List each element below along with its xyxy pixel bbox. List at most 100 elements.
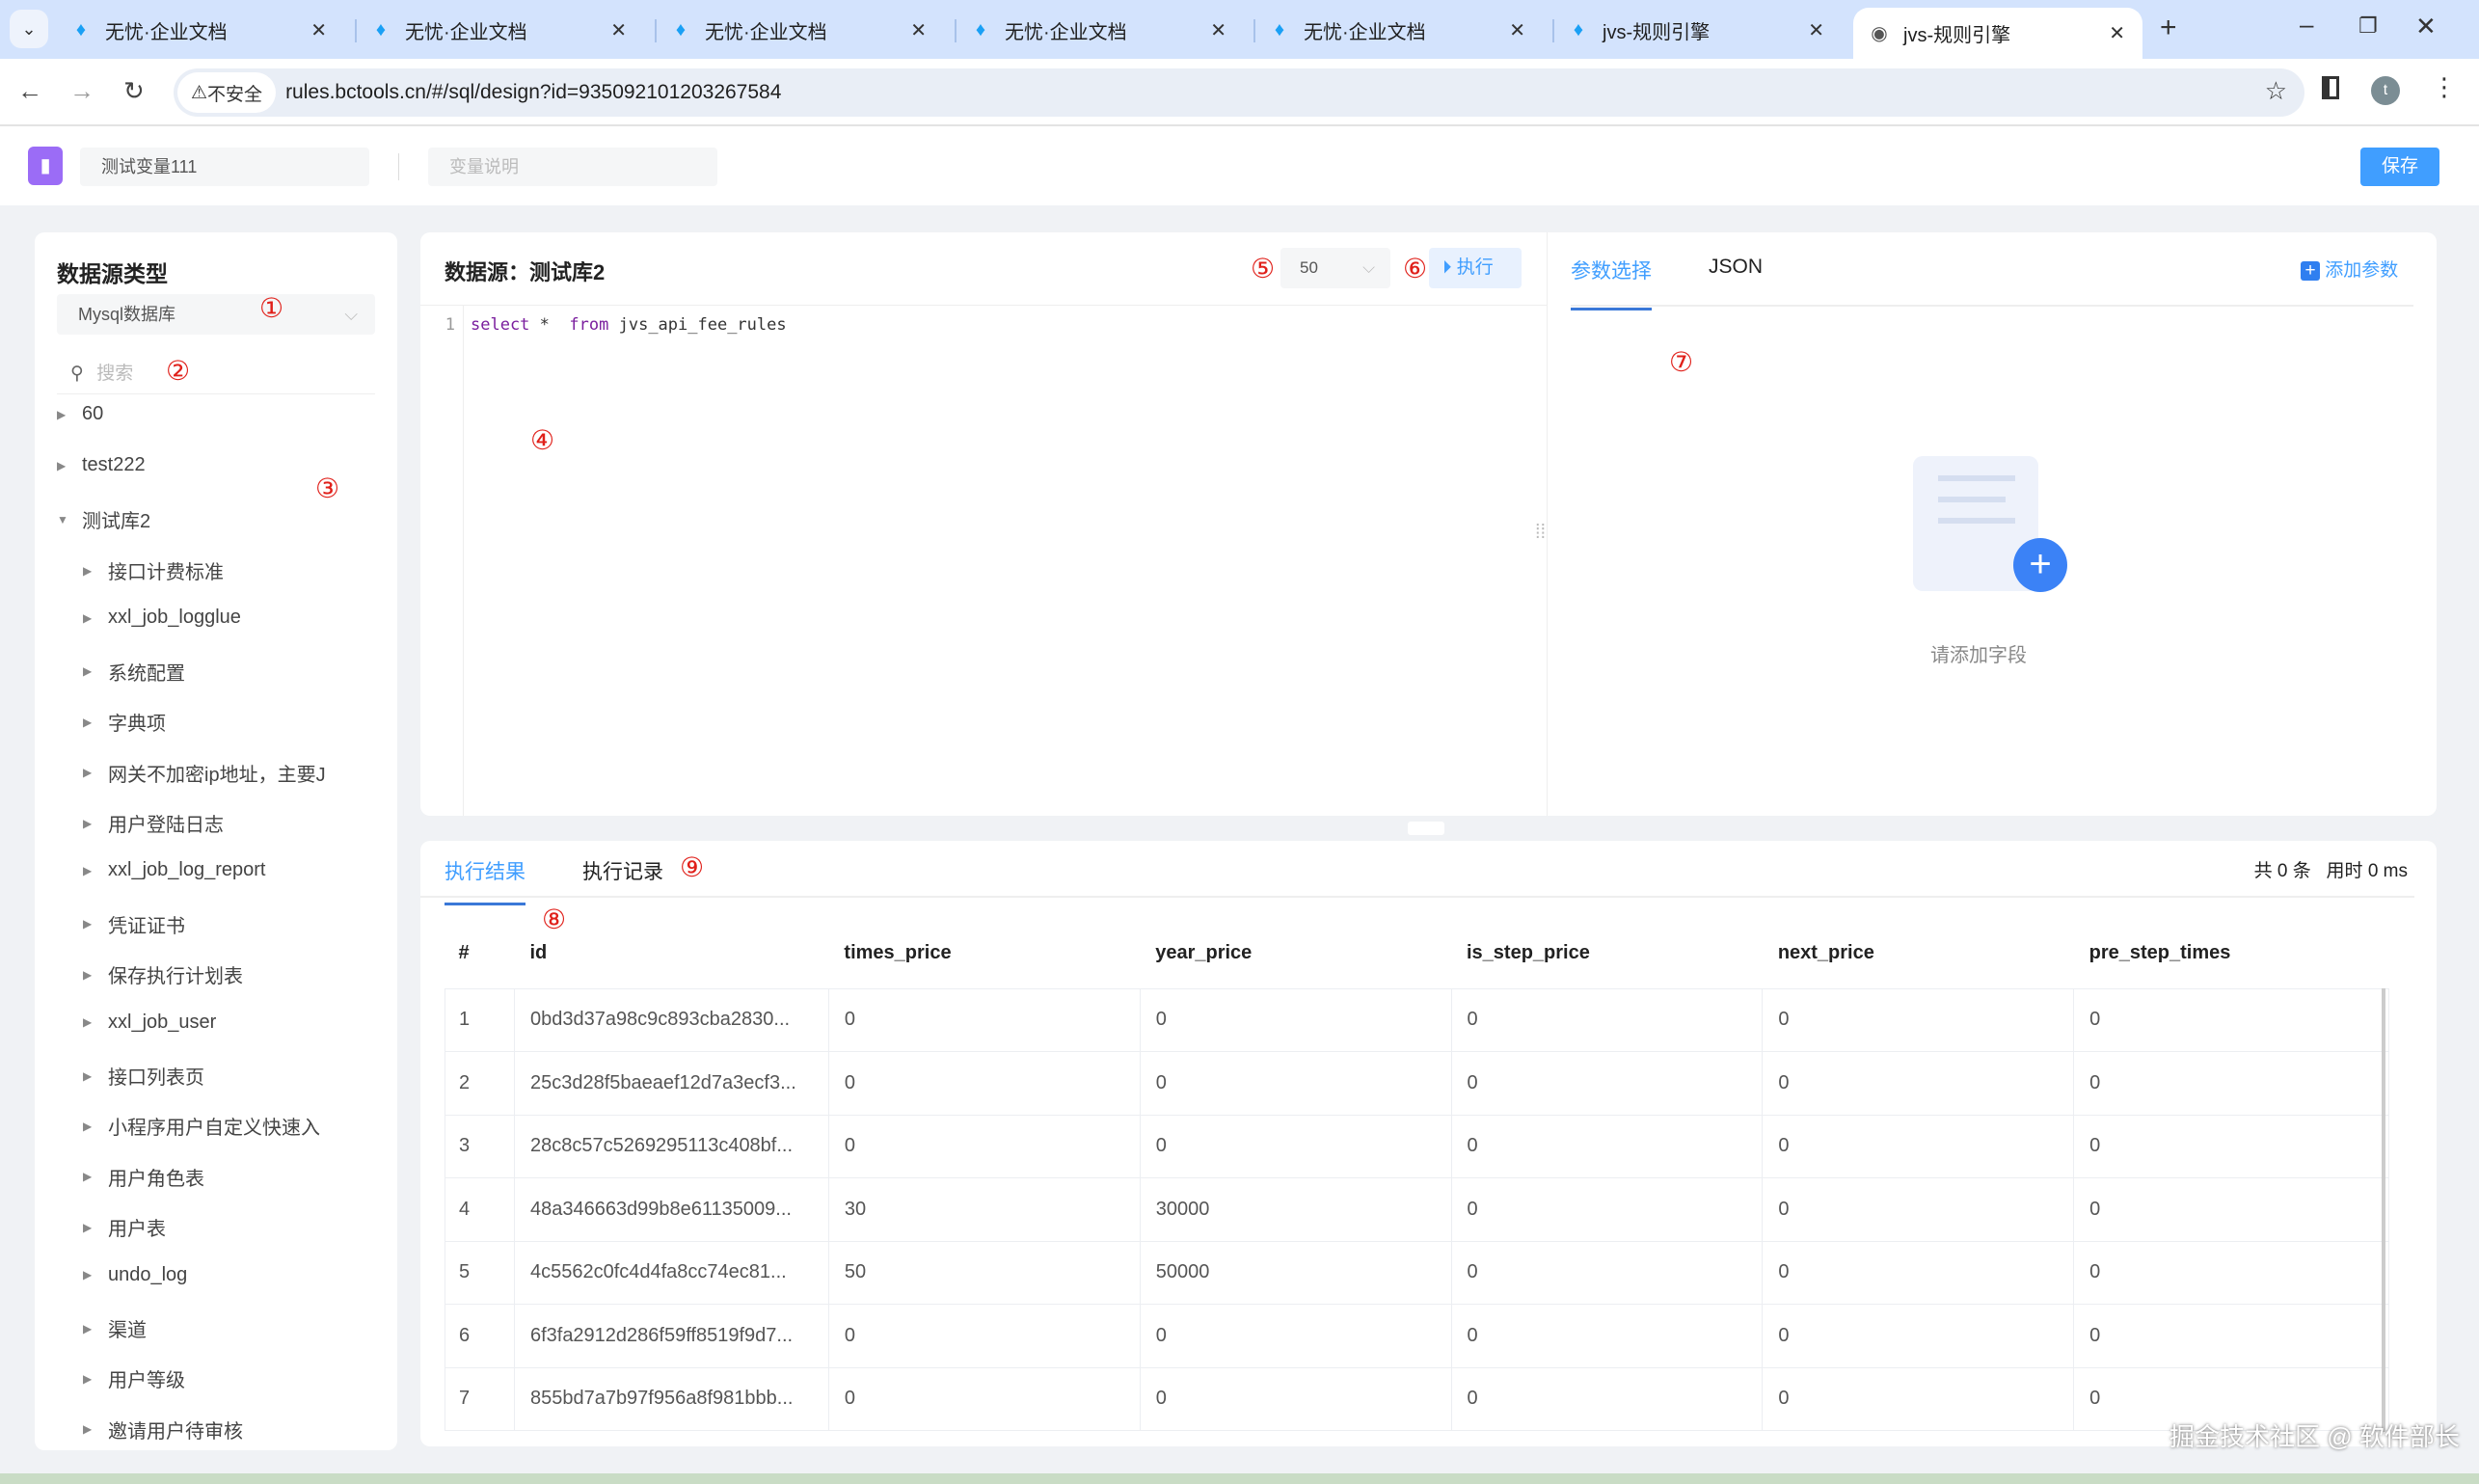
- tree-search-input[interactable]: ⚲ 搜索: [57, 354, 375, 394]
- tree-node[interactable]: ▶ test222: [57, 454, 146, 476]
- caret-right-icon[interactable]: ▶: [57, 407, 67, 421]
- table-row[interactable]: 4 48a346663d99b8e61135009... 30 30000 0 0 0: [445, 1177, 2389, 1242]
- tree-table-node[interactable]: ▶ xxl_job_user: [83, 1012, 372, 1034]
- back-icon[interactable]: ←: [17, 76, 42, 105]
- tree-table-node[interactable]: ▶ 保存执行计划表: [83, 960, 372, 988]
- browser-tab[interactable]: ♦ 无忧·企业文档 ✕: [355, 8, 644, 52]
- tree-table-node[interactable]: ▶ 网关不加密ip地址，主要J: [83, 759, 372, 787]
- code-editor[interactable]: 1 select * from jvs_api_fee_rules: [420, 306, 1547, 816]
- caret-right-icon[interactable]: ▶: [83, 967, 93, 982]
- browser-tab[interactable]: ♦ 无忧·企业文档 ✕: [955, 8, 1244, 52]
- tree-table-node[interactable]: ▶ 用户角色表: [83, 1163, 372, 1191]
- caret-right-icon[interactable]: ▶: [83, 1170, 93, 1184]
- variable-description-input[interactable]: 变量说明: [428, 148, 717, 186]
- caret-right-icon[interactable]: ▶: [83, 1321, 93, 1336]
- profile-avatar[interactable]: t: [2371, 76, 2400, 105]
- tree-table-node[interactable]: ▶ 用户表: [83, 1213, 372, 1241]
- resize-handle[interactable]: ⁞⁞: [1535, 522, 1547, 543]
- close-tab-icon[interactable]: ✕: [1808, 19, 1824, 41]
- tree-node[interactable]: ▶ 60: [57, 403, 103, 425]
- close-tab-icon[interactable]: ✕: [910, 19, 927, 41]
- caret-right-icon[interactable]: ▶: [83, 1371, 93, 1386]
- caret-right-icon[interactable]: ▶: [83, 1268, 93, 1282]
- row-limit-select[interactable]: 50 ⌵: [1280, 248, 1390, 288]
- tree-table-node[interactable]: ▶ 用户等级: [83, 1364, 372, 1392]
- column-header-index[interactable]: #: [445, 919, 515, 989]
- result-tab-history[interactable]: 执行记录: [582, 861, 663, 883]
- tree-table-node[interactable]: ▶ 接口列表页: [83, 1062, 372, 1090]
- column-header-next_price[interactable]: next_price: [1762, 919, 2074, 989]
- browser-tab[interactable]: ♦ 无忧·企业文档 ✕: [55, 8, 344, 52]
- caret-right-icon[interactable]: ▶: [83, 1422, 93, 1437]
- caret-down-icon[interactable]: ▼: [57, 512, 68, 526]
- forward-icon[interactable]: →: [69, 76, 94, 105]
- column-header-year_price[interactable]: year_price: [1140, 919, 1451, 989]
- column-header-is_step_price[interactable]: is_step_price: [1451, 919, 1763, 989]
- browser-tab[interactable]: ◉ jvs-规则引擎 ✕: [1853, 8, 2142, 59]
- new-tab-button[interactable]: +: [2160, 12, 2177, 43]
- close-tab-icon[interactable]: ✕: [2109, 23, 2125, 44]
- url-bar[interactable]: ⚠ 不安全 rules.bctools.cn/#/sql/design?id=93…: [174, 68, 2304, 117]
- reload-icon[interactable]: ↻: [123, 76, 145, 105]
- run-button[interactable]: ⏵ 执行: [1429, 248, 1522, 288]
- datasource-type-select[interactable]: Mysql数据库 ⌵: [57, 294, 375, 335]
- column-header-times_price[interactable]: times_price: [828, 919, 1141, 989]
- param-tab-select[interactable]: 参数选择: [1571, 256, 1652, 310]
- caret-right-icon[interactable]: ▶: [83, 715, 93, 729]
- caret-right-icon[interactable]: ▶: [83, 664, 93, 679]
- caret-right-icon[interactable]: ▶: [83, 766, 93, 780]
- column-header-pre_step_times[interactable]: pre_step_times: [2073, 919, 2389, 989]
- tree-table-node[interactable]: ▶ undo_log: [83, 1264, 372, 1286]
- caret-right-icon[interactable]: ▶: [83, 816, 93, 830]
- browser-tab[interactable]: ♦ jvs-规则引擎 ✕: [1552, 8, 1842, 52]
- tree-table-node[interactable]: ▶ xxl_job_log_report: [83, 859, 372, 881]
- tree-table-node[interactable]: ▶ 渠道: [83, 1314, 372, 1342]
- param-tab-json[interactable]: JSON: [1709, 256, 1764, 278]
- tree-table-node[interactable]: ▶ 系统配置: [83, 658, 372, 686]
- table-row[interactable]: 2 25c3d28f5baeaef12d7a3ecf3... 0 0 0 0 0: [445, 1051, 2389, 1116]
- caret-right-icon[interactable]: ▶: [83, 1119, 93, 1133]
- tab-search-button[interactable]: ⌄: [10, 10, 48, 48]
- tree-table-node[interactable]: ▶ 用户登陆日志: [83, 809, 372, 837]
- tree-table-node[interactable]: ▶ 凭证证书: [83, 910, 372, 938]
- minimize-button[interactable]: –: [2300, 10, 2314, 39]
- table-row[interactable]: 1 0bd3d37a98c9c893cba2830... 0 0 0 0 0: [445, 987, 2389, 1052]
- tree-table-node[interactable]: ▶ 字典项: [83, 708, 372, 736]
- maximize-button[interactable]: ❐: [2358, 13, 2378, 38]
- side-panel-icon[interactable]: [2322, 76, 2339, 99]
- variable-name-input[interactable]: 测试变量111: [80, 148, 369, 186]
- caret-right-icon[interactable]: ▶: [83, 1015, 93, 1030]
- caret-right-icon[interactable]: ▶: [83, 1220, 93, 1234]
- column-header-id[interactable]: id: [514, 919, 829, 989]
- browser-tab[interactable]: ♦ 无忧·企业文档 ✕: [1253, 8, 1543, 52]
- table-row[interactable]: 6 6f3fa2912d286f59ff8519f9d7... 0 0 0 0 0: [445, 1304, 2389, 1368]
- caret-right-icon[interactable]: ▶: [83, 563, 93, 578]
- tree-table-node[interactable]: ▶ 小程序用户自定义快速入: [83, 1112, 372, 1140]
- table-row[interactable]: 7 855bd7a7b97f956a8f981bbb... 0 0 0 0 0: [445, 1366, 2389, 1431]
- caret-right-icon[interactable]: ▶: [57, 458, 67, 472]
- close-tab-icon[interactable]: ✕: [1210, 19, 1226, 41]
- tree-table-node[interactable]: ▶ 邀请用户待审核: [83, 1416, 372, 1444]
- vertical-resize-handle[interactable]: [1408, 822, 1444, 835]
- caret-right-icon[interactable]: ▶: [83, 1068, 93, 1083]
- close-tab-icon[interactable]: ✕: [1509, 19, 1525, 41]
- close-tab-icon[interactable]: ✕: [610, 19, 627, 41]
- bookmark-star-icon[interactable]: ☆: [2264, 76, 2287, 105]
- table-row[interactable]: 5 4c5562c0fc4d4fa8cc74ec81... 50 50000 0 0 0: [445, 1240, 2389, 1305]
- menu-kebab-icon[interactable]: ⋮: [2432, 72, 2457, 101]
- table-scrollbar[interactable]: [2382, 988, 2385, 1432]
- security-indicator[interactable]: ⚠ 不安全: [177, 72, 277, 113]
- tree-table-node[interactable]: ▶ 接口计费标准: [83, 556, 372, 584]
- browser-tab[interactable]: ♦ 无忧·企业文档 ✕: [655, 8, 944, 52]
- close-window-button[interactable]: ✕: [2415, 12, 2437, 40]
- close-tab-icon[interactable]: ✕: [310, 19, 327, 41]
- caret-right-icon[interactable]: ▶: [83, 610, 93, 625]
- result-tab-results[interactable]: 执行结果: [445, 856, 525, 905]
- add-param-button[interactable]: + 添加参数: [2301, 256, 2398, 282]
- tree-table-node[interactable]: ▶ xxl_job_logglue: [83, 607, 372, 629]
- table-row[interactable]: 3 28c8c57c5269295113c408bf... 0 0 0 0 0: [445, 1114, 2389, 1178]
- tree-node[interactable]: ▼ 测试库2: [57, 505, 150, 533]
- url-text[interactable]: rules.bctools.cn/#/sql/design?id=9350921…: [285, 81, 782, 103]
- caret-right-icon[interactable]: ▶: [83, 917, 93, 931]
- caret-right-icon[interactable]: ▶: [83, 863, 93, 877]
